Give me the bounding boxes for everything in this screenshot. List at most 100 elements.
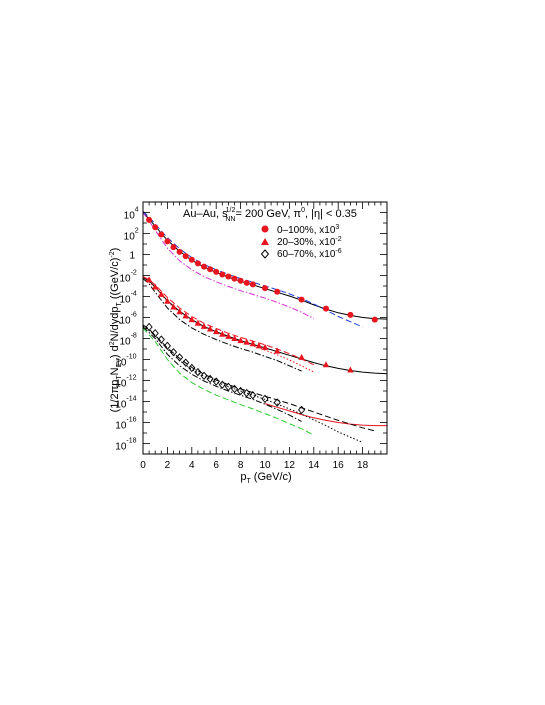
data-point-s1-5 (176, 308, 183, 315)
y-tick-label: 10 (119, 337, 131, 348)
model-curves (142, 211, 388, 443)
data-point-s2-6 (182, 358, 190, 367)
data-point-s0-21 (323, 305, 329, 312)
data-point-s0-3 (164, 238, 171, 245)
x-tick-label-4: 4 (189, 460, 195, 471)
data-point-s0-15 (237, 277, 244, 284)
data-point-s2-17 (249, 391, 257, 400)
y-tick-exponent: -6 (131, 312, 137, 319)
data-point-s0-20 (298, 296, 305, 303)
data-point-s0-5 (176, 248, 183, 255)
data-point-s0-22 (347, 311, 354, 318)
x-axis-label: pT (GeV/c) (240, 471, 291, 485)
data-point-s1-13 (225, 332, 232, 339)
legend-marker-0-100 (261, 225, 269, 233)
data-point-s0-8 (194, 260, 201, 267)
model-curve-9 (142, 325, 363, 443)
data-point-s2-14 (230, 384, 239, 394)
data-point-s1-10 (206, 325, 214, 332)
data-point-s2-16 (243, 388, 251, 398)
legend-marker-20-30 (261, 238, 269, 245)
data-point-s2-15 (237, 386, 245, 396)
data-point-s1-17 (249, 340, 256, 347)
data-point-s1-8 (194, 319, 202, 326)
data-point-s1-12 (219, 330, 226, 337)
data-point-s1-2 (158, 290, 165, 297)
legend-marker-60-70 (260, 249, 270, 259)
x-tick-label-18: 18 (357, 460, 369, 471)
x-tick-label-14: 14 (308, 460, 320, 471)
legend-label-20-30: 20–30%, x10-2 (277, 236, 342, 248)
model-curve-3 (142, 277, 388, 375)
y-tick-exponent: -18 (126, 438, 136, 445)
data-point-s2-11 (212, 377, 220, 386)
data-point-s1-21 (298, 353, 305, 360)
data-point-s0-0 (146, 216, 153, 223)
y-tick-exponent: -2 (131, 270, 137, 277)
data-point-s0-17 (249, 281, 256, 288)
data-point-s0-23 (371, 316, 378, 323)
data-point-s2-1 (151, 329, 159, 338)
data-point-s1-23 (347, 366, 354, 373)
data-point-s1-18 (255, 342, 263, 349)
y-tick-exponent: -12 (126, 375, 136, 382)
y-tick-label: 10 (115, 421, 127, 432)
data-point-s0-7 (188, 256, 195, 263)
data-point-s1-14 (231, 335, 238, 341)
legend-label-0-100: 0–100%, x103 (277, 224, 339, 236)
y-axis-label: (1/2πpTNEV) d2N/dydpT ((GeV/c)-2) (109, 248, 123, 413)
data-point-s1-1 (152, 283, 159, 290)
data-point-s2-4 (169, 347, 178, 357)
data-point-s0-19 (274, 288, 281, 295)
x-tick-label-8: 8 (238, 460, 244, 471)
data-point-s2-12 (218, 380, 226, 389)
data-point-s1-19 (261, 343, 269, 350)
data-point-s1-3 (164, 297, 171, 304)
y-tick-exponent: -10 (126, 354, 136, 361)
data-point-s2-20 (298, 405, 306, 415)
data-point-s1-0 (145, 276, 153, 283)
chart-title: Au–Au, s1/2 NN= 200 GeV, π0, |η| < 0.35 (183, 207, 357, 223)
data-points (145, 216, 378, 415)
model-curve-11 (142, 327, 315, 436)
data-point-s2-10 (206, 374, 214, 384)
data-point-s0-11 (213, 268, 220, 275)
data-point-s0-4 (170, 244, 177, 251)
y-tick-label: 10 (119, 316, 131, 327)
data-point-s1-16 (243, 338, 250, 345)
data-point-s0-18 (262, 285, 268, 292)
x-tick-label-0: 0 (140, 460, 146, 471)
y-tick-label: 10 (124, 232, 136, 243)
x-tick-label-10: 10 (259, 460, 271, 471)
y-tick-label: 10 (124, 211, 136, 222)
model-curve-8 (142, 324, 375, 432)
data-point-s0-1 (152, 224, 159, 231)
y-tick-label: 10 (115, 379, 127, 390)
model-curve-6 (142, 278, 302, 372)
data-point-s0-9 (201, 263, 207, 270)
x-tick-label-6: 6 (213, 460, 219, 471)
x-tick-labels: 0 2 4 6 8 10 12 14 16 18 (140, 460, 368, 471)
data-point-s1-7 (188, 316, 195, 323)
data-point-s0-12 (219, 271, 226, 278)
y-tick-label: 10 (119, 274, 131, 285)
data-point-s2-0 (145, 322, 153, 332)
y-tick-exponent: 4 (135, 207, 139, 214)
data-point-s2-18 (261, 394, 269, 404)
x-tick-label-16: 16 (333, 460, 345, 471)
y-tick-exponent: 2 (135, 228, 139, 235)
data-point-s2-7 (188, 363, 196, 373)
axes (142, 201, 388, 455)
data-point-s0-2 (158, 231, 165, 238)
y-tick-label: 10 (115, 400, 127, 411)
x-tick-label-2: 2 (165, 460, 171, 471)
y-tick-exponent: -14 (126, 396, 136, 403)
legend: 0–100%, x103 20–30%, x10-2 60–70%, x10-6 (260, 224, 342, 260)
y-tick-labels: 104102110-210-410-610-810-1010-1210-1410… (115, 207, 139, 453)
data-point-s2-2 (157, 335, 165, 344)
model-curve-4 (142, 276, 315, 366)
data-point-s1-6 (182, 312, 189, 319)
legend-label-60-70: 60–70%, x10-6 (277, 248, 342, 260)
data-point-s1-22 (322, 361, 330, 368)
